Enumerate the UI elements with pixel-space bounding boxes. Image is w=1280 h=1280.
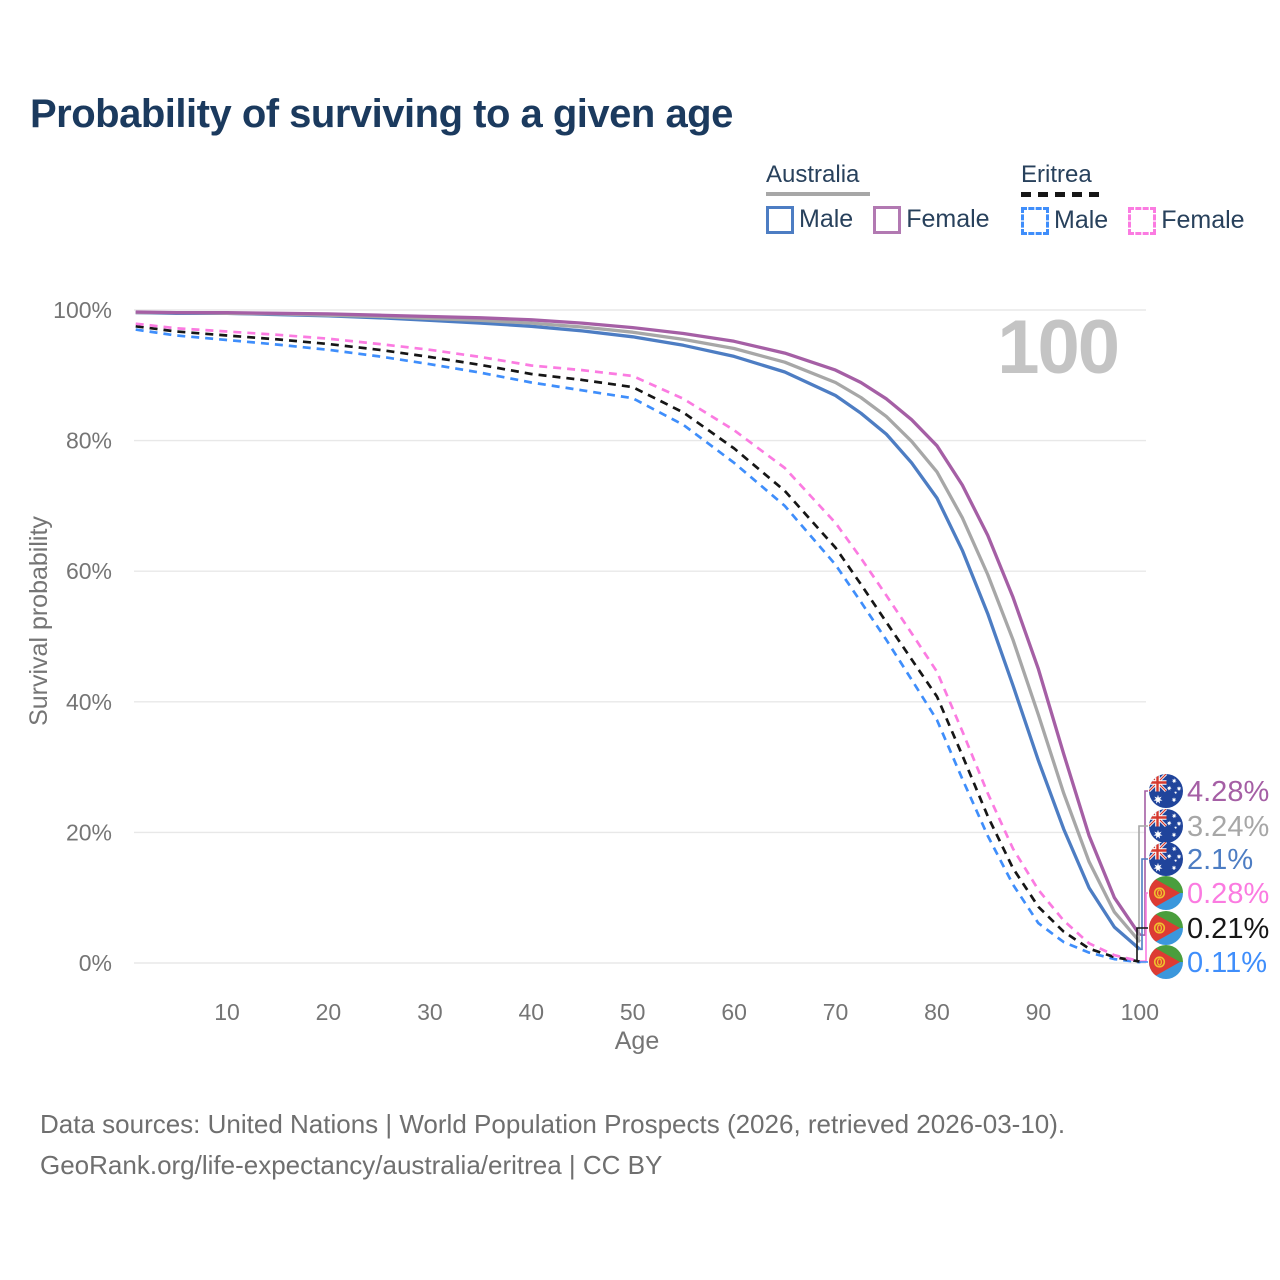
legend-item-eritrea-male[interactable]: Male — [1021, 206, 1108, 235]
line-au-male — [135, 310, 1141, 951]
x-tick-label: 70 — [823, 999, 849, 1025]
australia-flag-icon — [1149, 842, 1184, 877]
end-label-er-female: 0.28% — [1187, 878, 1269, 910]
legend-group-australia: Australia Male Female — [766, 161, 1010, 234]
axes: 0% 20% 40% 60% 80% 100% 10 20 30 40 50 60 70 80 90 100 — [53, 297, 1159, 1025]
end-label-er-male: 0.11% — [1187, 947, 1267, 979]
x-tick-label: 50 — [620, 999, 646, 1025]
line-er-all — [135, 324, 1141, 963]
line-er-male — [135, 328, 1140, 964]
y-tick-label: 80% — [66, 428, 112, 454]
line-er-female — [135, 322, 1141, 963]
legend-group-eritrea: Eritrea Male Female — [1021, 161, 1265, 235]
y-axis-title: Survival probability — [25, 516, 53, 726]
y-tick-label: 100% — [53, 297, 112, 323]
legend-item-eritrea-male-label: Male — [1054, 206, 1109, 234]
eritrea-flag-icon — [1149, 911, 1183, 946]
end-label-au-male: 2.1% — [1187, 844, 1253, 876]
legend-underline-solid — [766, 192, 870, 196]
legend-swatch-australia-female-icon — [873, 205, 902, 234]
legend-item-australia-female[interactable]: Female — [873, 205, 990, 234]
x-tick-label: 60 — [721, 999, 747, 1025]
end-label-er-all: 0.21% — [1187, 913, 1269, 945]
x-tick-label: 10 — [214, 999, 240, 1025]
legend-swatch-australia-male-icon — [766, 205, 794, 234]
legend-underline-dashed — [1021, 192, 1101, 197]
line-au-female — [135, 310, 1142, 937]
legend-country-eritrea-label: Eritrea — [1021, 161, 1092, 188]
eritrea-flag-icon — [1149, 945, 1183, 980]
connector-er-female — [1139, 892, 1148, 962]
connector-au-all — [1138, 825, 1148, 943]
x-tick-label: 100 — [1121, 999, 1159, 1025]
y-tick-label: 20% — [66, 819, 112, 845]
x-axis-title: Age — [615, 1027, 659, 1055]
x-tick-label: 90 — [1026, 999, 1052, 1025]
legend-item-australia-female-label: Female — [906, 205, 990, 233]
gridlines — [134, 309, 1146, 964]
x-tick-label: 30 — [417, 999, 443, 1025]
legend-item-eritrea-female-label: Female — [1161, 206, 1245, 234]
legend-country-australia[interactable]: Australia — [766, 161, 1010, 196]
end-labels: 4.28%3.24%2.1%0.28%0.21%0.11% — [1136, 774, 1269, 980]
legend-country-australia-label: Australia — [766, 161, 860, 188]
legend-item-australia-male[interactable]: Male — [766, 205, 853, 234]
x-tick-label: 40 — [518, 999, 544, 1025]
y-tick-label: 0% — [79, 950, 112, 976]
legend-item-eritrea-female[interactable]: Female — [1128, 206, 1245, 235]
legend-swatch-eritrea-female-icon — [1128, 206, 1157, 235]
end-label-au-female: 4.28% — [1187, 776, 1269, 808]
eritrea-flag-icon — [1149, 876, 1183, 911]
connector-er-all — [1136, 927, 1148, 963]
connector-au-male — [1139, 858, 1148, 951]
x-tick-label: 80 — [924, 999, 950, 1025]
y-tick-label: 60% — [66, 558, 112, 584]
y-tick-label: 40% — [66, 689, 112, 715]
legend-swatch-eritrea-male-icon — [1021, 206, 1049, 235]
data-sources-footer: Data sources: United Nations | World Pop… — [40, 1104, 1065, 1186]
australia-flag-icon — [1149, 774, 1184, 809]
page-title: Probability of surviving to a given age — [30, 92, 733, 136]
footer-attribution-line: GeoRank.org/life-expectancy/australia/er… — [40, 1150, 663, 1180]
footer-sources-line: Data sources: United Nations | World Pop… — [40, 1109, 1066, 1139]
australia-flag-icon — [1149, 809, 1184, 844]
x-tick-label: 20 — [316, 999, 342, 1025]
line-au-all — [135, 310, 1142, 943]
legend-item-australia-male-label: Male — [799, 205, 854, 233]
end-label-au-all: 3.24% — [1187, 811, 1269, 843]
age-watermark: 100 — [997, 305, 1118, 390]
legend-country-eritrea[interactable]: Eritrea — [1021, 161, 1265, 197]
series-lines — [135, 310, 1142, 964]
